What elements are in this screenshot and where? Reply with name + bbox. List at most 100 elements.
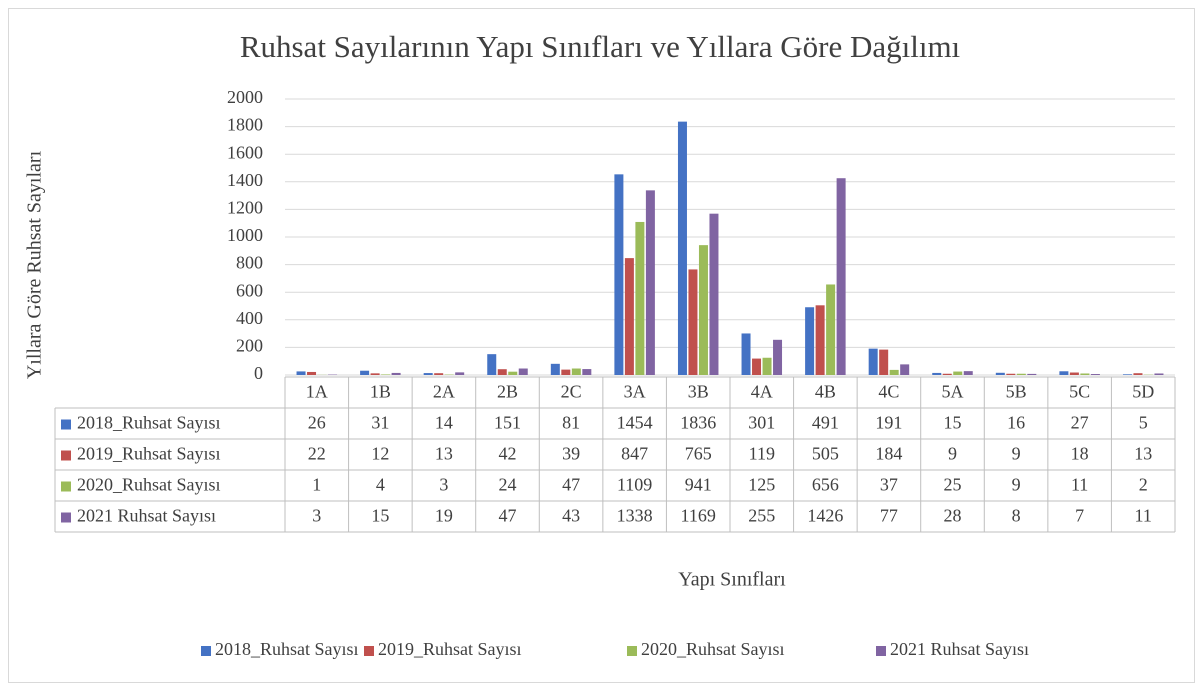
table-cell: 47 (499, 506, 517, 526)
bar (699, 245, 708, 375)
y-tick-label: 600 (236, 280, 263, 300)
bar (381, 374, 390, 375)
y-tick-label: 1600 (227, 142, 263, 162)
table-cell: 255 (748, 506, 775, 526)
table-cell: 9 (1012, 475, 1021, 495)
bar (646, 190, 655, 375)
table-cell: 77 (880, 506, 898, 526)
table-legend-key (61, 513, 71, 523)
bar (826, 284, 835, 375)
table-cell: 656 (812, 475, 839, 495)
table-cell: 3 (312, 506, 321, 526)
x-axis-title: Yapı Sınıfları (678, 569, 786, 591)
x-tick-label: 2B (497, 382, 518, 402)
table-cell: 1109 (617, 475, 652, 495)
bar (996, 373, 1005, 375)
bar (371, 373, 380, 375)
y-tick-label: 1000 (227, 225, 263, 245)
bar (297, 371, 306, 375)
table-cell: 28 (944, 506, 962, 526)
bar (805, 307, 814, 375)
bar (1154, 373, 1163, 375)
table-cell: 301 (748, 413, 775, 433)
x-tick-label: 3B (688, 382, 709, 402)
bar (625, 258, 634, 375)
table-cell: 22 (308, 444, 326, 464)
bar (360, 371, 369, 375)
x-tick-label: 5C (1069, 382, 1090, 402)
legend-label: 2019_Ruhsat Sayısı (378, 639, 522, 659)
chart-border (9, 9, 1195, 683)
bar (1006, 374, 1015, 375)
y-tick-label: 400 (236, 308, 263, 328)
legend-key (364, 646, 374, 656)
bar (508, 372, 517, 375)
table-cell: 1426 (807, 506, 843, 526)
bar (890, 370, 899, 375)
bar (688, 269, 697, 375)
table-cell: 491 (812, 413, 839, 433)
bar (953, 372, 962, 375)
table-cell: 39 (562, 444, 580, 464)
y-tick-label: 200 (236, 336, 263, 356)
table-cell: 151 (494, 413, 521, 433)
table-cell: 25 (944, 475, 962, 495)
table-cell: 42 (499, 444, 517, 464)
table-row-label: 2021 Ruhsat Sayısı (77, 506, 216, 526)
table-cell: 13 (1134, 444, 1152, 464)
bar (678, 122, 687, 375)
bar (816, 305, 825, 375)
table-cell: 765 (685, 444, 712, 464)
y-tick-label: 1800 (227, 115, 263, 135)
bar (551, 364, 560, 375)
table-cell: 9 (1012, 444, 1021, 464)
bar (1080, 373, 1089, 375)
bar (709, 214, 718, 375)
table-cell: 941 (685, 475, 712, 495)
bar (1091, 374, 1100, 375)
table-cell: 18 (1071, 444, 1089, 464)
table-legend-key (61, 482, 71, 492)
y-tick-label: 800 (236, 253, 263, 273)
table-legend-key (61, 451, 71, 461)
table-cell: 1338 (617, 506, 653, 526)
table-cell: 1836 (680, 413, 716, 433)
bar (434, 373, 443, 375)
table-cell: 16 (1007, 413, 1025, 433)
bar (943, 374, 952, 375)
x-tick-label: 4A (751, 382, 773, 402)
table-row-label: 2019_Ruhsat Sayısı (77, 444, 221, 464)
table-cell: 2 (1139, 475, 1148, 495)
x-tick-label: 1A (306, 382, 328, 402)
table-cell: 27 (1071, 413, 1089, 433)
legend-key (627, 646, 637, 656)
table-cell: 1169 (681, 506, 716, 526)
chart-title: Ruhsat Sayılarının Yapı Sınıfları ve Yıl… (240, 29, 961, 64)
bar (752, 359, 761, 375)
table-cell: 125 (748, 475, 775, 495)
table-cell: 847 (621, 444, 648, 464)
table-cell: 191 (875, 413, 902, 433)
table-cell: 31 (371, 413, 389, 433)
bar (773, 340, 782, 375)
table-cell: 13 (435, 444, 453, 464)
table-cell: 15 (371, 506, 389, 526)
table-cell: 24 (499, 475, 517, 495)
bar (635, 222, 644, 375)
legend-label: 2018_Ruhsat Sayısı (215, 639, 359, 659)
y-tick-label: 0 (254, 363, 263, 383)
bar (1133, 373, 1142, 375)
table-cell: 119 (749, 444, 775, 464)
bar (614, 174, 623, 375)
table-cell: 19 (435, 506, 453, 526)
bar (879, 350, 888, 375)
table-cell: 81 (562, 413, 580, 433)
table-cell: 3 (439, 475, 448, 495)
x-tick-label: 5D (1132, 382, 1154, 402)
table-cell: 15 (944, 413, 962, 433)
legend-label: 2020_Ruhsat Sayısı (641, 639, 785, 659)
table-cell: 184 (875, 444, 902, 464)
x-tick-label: 4B (815, 382, 836, 402)
table-cell: 14 (435, 413, 453, 433)
